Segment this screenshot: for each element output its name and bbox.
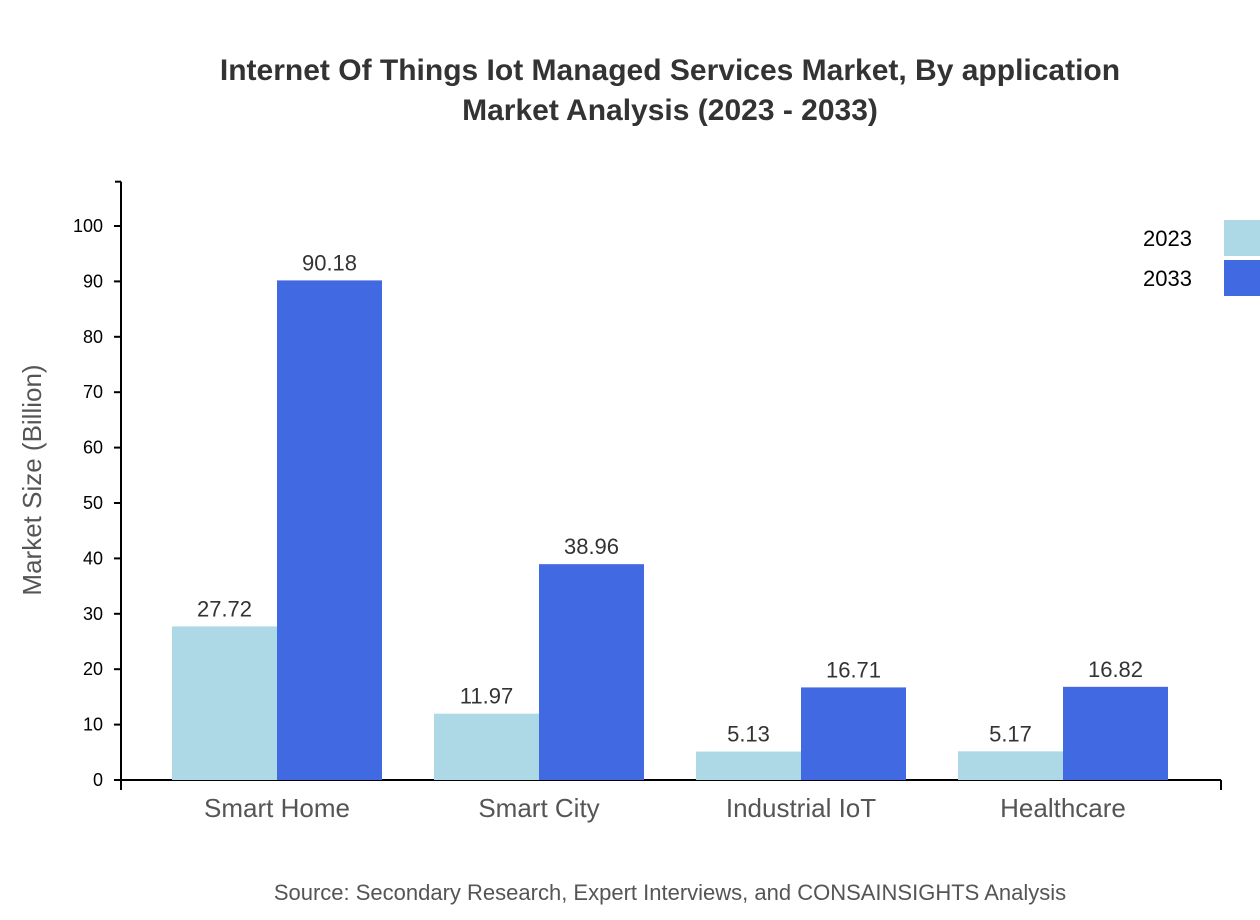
x-tick-label: Smart City [478, 793, 599, 823]
bar-2023 [696, 751, 801, 780]
bar-value-label: 16.71 [826, 657, 881, 682]
bar-2023 [434, 713, 539, 780]
y-tick-label: 50 [83, 493, 103, 513]
legend-swatch [1224, 220, 1260, 256]
bar-2033 [539, 564, 644, 780]
chart-title-line1: Internet Of Things Iot Managed Services … [220, 54, 1120, 87]
y-tick-label: 40 [83, 548, 103, 568]
y-tick-label: 0 [93, 770, 103, 790]
x-tick-label: Healthcare [1000, 793, 1126, 823]
y-tick-label: 70 [83, 382, 103, 402]
chart-title-line2: Market Analysis (2023 - 2033) [462, 94, 878, 127]
bar-value-label: 90.18 [302, 250, 357, 275]
y-tick-label: 10 [83, 715, 103, 735]
bar-2023 [172, 626, 277, 780]
source-note: Source: Secondary Research, Expert Inter… [274, 880, 1066, 905]
y-tick-label: 60 [83, 438, 103, 458]
legend-label: 2033 [1143, 266, 1192, 291]
bar-2033 [801, 687, 906, 780]
bar-value-label: 11.97 [460, 684, 513, 709]
bar-2023 [958, 751, 1063, 780]
bar-value-label: 5.13 [727, 722, 770, 747]
y-tick-label: 30 [83, 604, 103, 624]
bar-value-label: 27.72 [197, 596, 252, 621]
x-tick-label: Industrial IoT [726, 793, 876, 823]
legend-label: 2023 [1143, 226, 1192, 251]
bar-2033 [1063, 686, 1168, 780]
y-tick-label: 100 [73, 216, 103, 236]
y-tick-label: 80 [83, 327, 103, 347]
y-axis-label: Market Size (Billion) [17, 364, 47, 595]
legend-swatch [1224, 260, 1260, 296]
x-tick-label: Smart Home [204, 793, 350, 823]
bar-2033 [277, 280, 382, 780]
y-tick-label: 90 [83, 271, 103, 291]
bar-value-label: 38.96 [564, 534, 619, 559]
bar-value-label: 16.82 [1088, 657, 1143, 682]
bar-value-label: 5.17 [989, 721, 1032, 746]
y-tick-label: 20 [83, 659, 103, 679]
